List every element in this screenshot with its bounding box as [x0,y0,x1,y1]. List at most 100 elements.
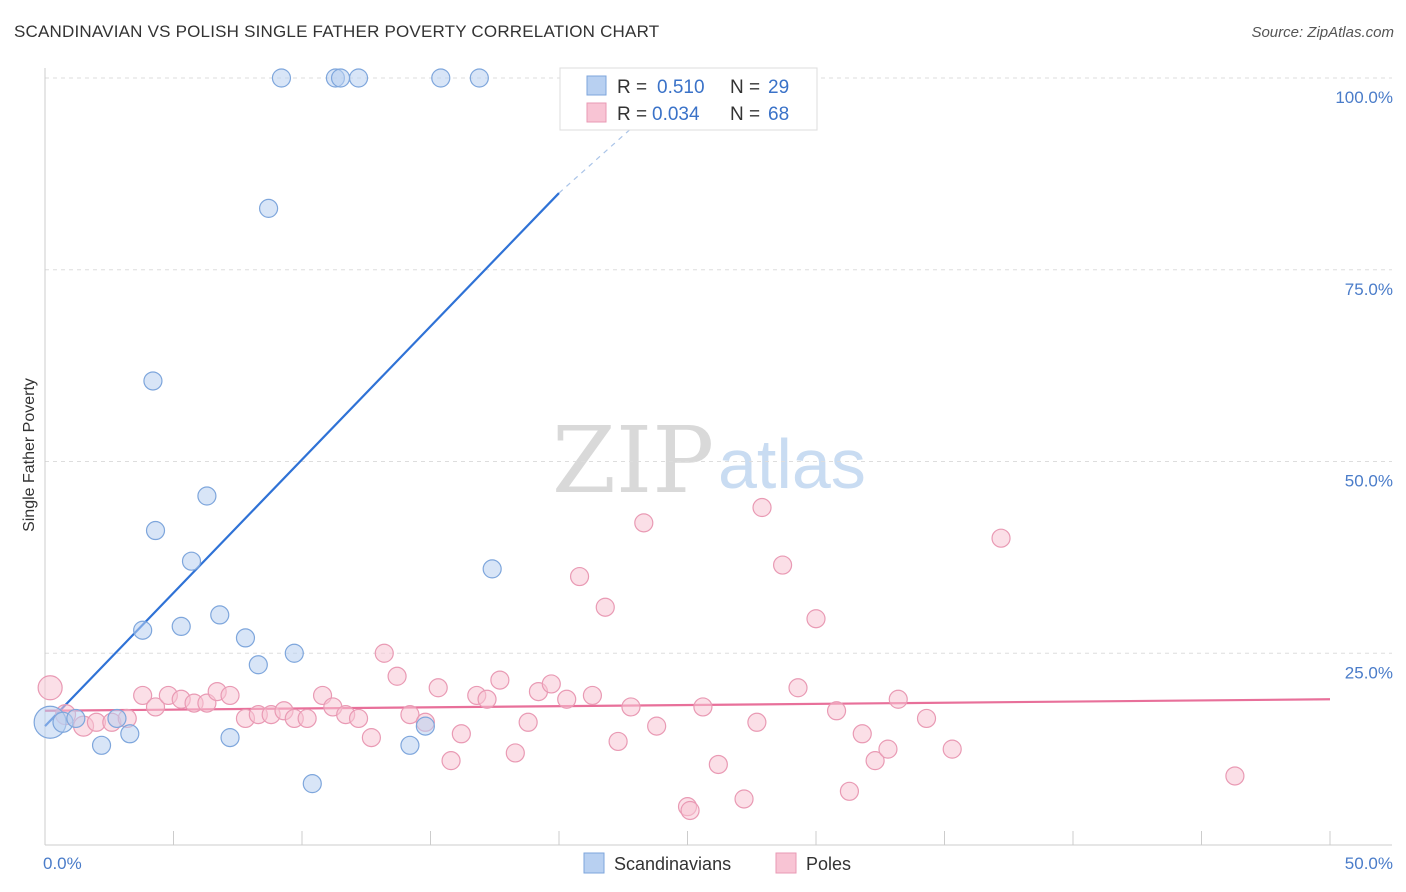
y-tick-label-2: 50.0% [1345,472,1393,491]
polish-point-29 [428,678,448,698]
scandinavian-point-2 [66,708,86,729]
scandinavian-point-18 [302,774,322,794]
legend-r-value-1: 0.510 [657,77,705,98]
scandinavian-point-14 [235,628,256,648]
scandinavian-point-21 [330,68,351,88]
polish-point-65 [991,528,1011,548]
bottom-legend-swatch-scandinavians [583,852,605,874]
scandinavian-point-17 [284,643,304,663]
polish-point-30 [441,751,461,771]
polish-point-0 [37,675,63,701]
watermark-atlas: atlas [718,425,866,503]
polish-point-58 [839,781,860,801]
polish-point-31 [451,724,471,744]
polish-point-34 [490,670,510,690]
scandinavian-point-7 [143,371,163,391]
polish-point-35 [505,743,525,763]
y-tick-label-0: 100.0% [1335,88,1393,107]
polish-point-38 [541,674,561,694]
scandinavian-point-5 [120,724,140,744]
legend-r-label-2: R = [617,104,647,125]
scandinavian-point-13 [220,728,240,748]
polish-point-44 [621,697,641,717]
polish-point-53 [752,497,772,518]
bottom-legend-scandinavians: Scandinavians [614,854,731,874]
y-axis-label: Single Father Poverty [21,378,38,532]
data-points [33,68,1245,821]
scandinavian-point-4 [91,735,112,755]
polish-point-42 [595,597,615,617]
polish-point-52 [747,712,767,732]
polish-point-24 [361,728,381,748]
polish-point-64 [942,739,962,759]
polish-point-23 [348,708,369,729]
scandinavian-point-25 [400,735,420,755]
legend-swatch-poles [586,102,607,123]
chart-title: SCANDINAVIAN VS POLISH SINGLE FATHER POV… [14,22,660,41]
polish-point-63 [916,708,937,729]
legend-r-label-1: R = [617,77,647,98]
scandinavian-point-12 [210,605,230,625]
polish-point-48 [680,800,700,821]
polish-point-55 [788,678,808,698]
scandinavian-point-22 [348,68,369,88]
polish-point-40 [569,566,590,587]
legend-n-label-2: N = [730,104,760,125]
source-credit: Source: ZipAtlas.com [1251,24,1394,41]
polish-point-25 [374,643,394,663]
watermark-zip: ZIP [552,407,714,514]
scandinavian-point-27 [482,559,502,579]
scandinavian-point-6 [133,620,153,640]
x-tick-label-1: 50.0% [1345,854,1393,873]
series-legend: Scandinavians Poles [583,852,851,874]
y-tick-label-3: 25.0% [1345,663,1393,682]
scandinavian-point-9 [171,616,191,637]
polish-point-36 [518,712,538,732]
grid-lines [45,77,1392,654]
scandinavian-trend-extension [558,123,637,194]
polish-point-45 [634,513,654,533]
polish-point-43 [608,731,628,752]
scandinavian-point-15 [248,655,268,675]
scandinavian-trend-line [44,192,560,727]
legend-swatch-scandinavians [586,75,607,96]
polish-point-50 [708,754,728,775]
legend-n-value-1: 29 [768,77,789,98]
y-tick-label-1: 75.0% [1345,280,1393,299]
scandinavian-point-23 [431,68,451,88]
polish-point-13 [220,685,240,706]
scandinavian-point-16 [258,198,279,218]
polish-point-66 [1225,766,1245,786]
tick-labels: 100.0% 75.0% 50.0% 25.0% 0.0% 50.0% [43,88,1393,873]
scandinavian-point-11 [197,486,217,506]
legend-n-value-2: 68 [768,104,789,125]
polish-point-46 [647,716,667,736]
polish-point-56 [806,609,826,629]
polish-point-61 [878,739,898,759]
polish-point-49 [693,697,713,717]
polish-point-51 [734,789,754,809]
polish-point-57 [826,701,847,721]
polish-point-19 [297,708,317,729]
correlation-legend: R = 0.510 N = 29 R = 0.034 N = 68 [559,67,818,131]
polish-point-60 [865,751,885,771]
bottom-legend-swatch-poles [775,852,797,874]
polish-point-33 [477,689,497,709]
polish-point-7 [145,697,166,717]
scandinavian-point-10 [181,551,202,571]
bottom-legend-poles: Poles [806,854,851,874]
polish-point-39 [557,689,577,709]
scandinavian-point-24 [469,68,489,88]
polish-point-54 [772,555,793,575]
scandinavian-point-19 [271,68,292,88]
polish-point-41 [582,685,603,706]
legend-n-label-1: N = [730,77,760,98]
polish-point-27 [400,705,420,725]
polish-point-59 [852,724,872,744]
x-tick-label-0: 0.0% [43,854,82,873]
scandinavian-point-3 [107,708,127,729]
scandinavian-point-26 [415,716,435,736]
legend-r-value-2: 0.034 [652,104,700,125]
polish-point-6 [133,685,153,706]
